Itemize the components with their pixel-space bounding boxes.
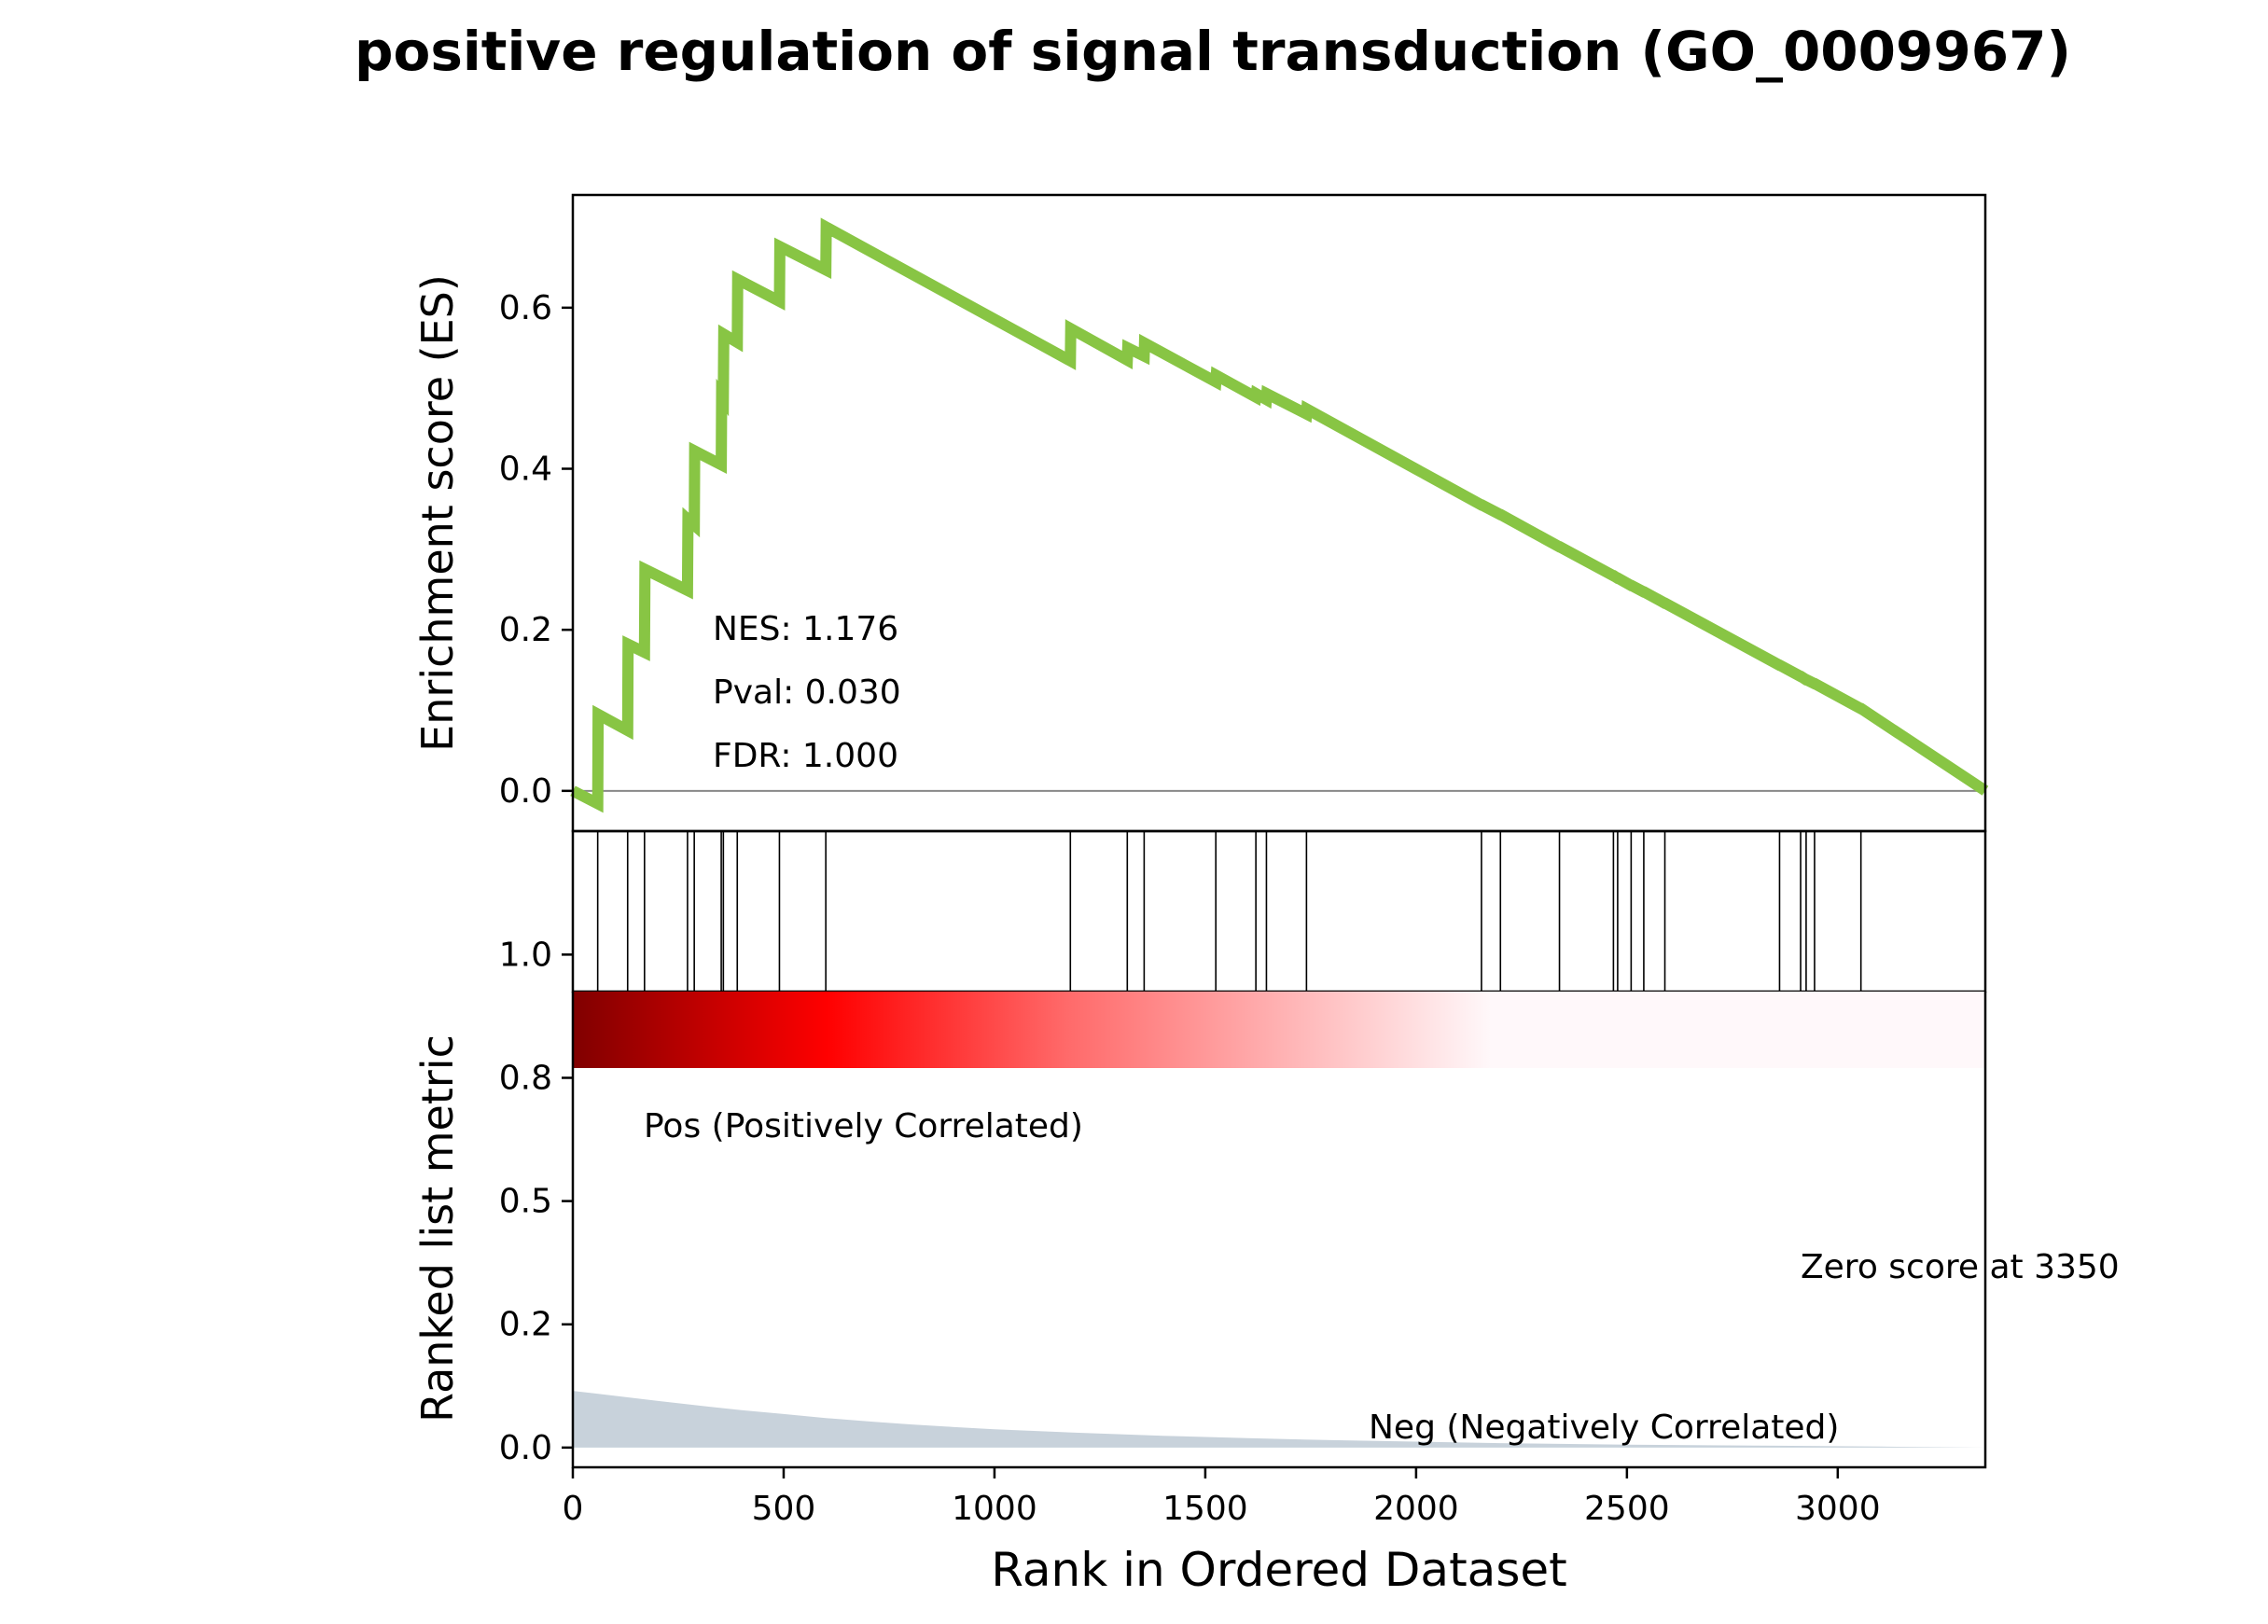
es-curve: [570, 217, 1989, 813]
metric-y-tick-label: 0.5: [499, 1183, 552, 1221]
hits-panel: [571, 829, 1987, 993]
metric-y-tick-label: 0.2: [499, 1306, 552, 1344]
rank-heatmap-bar: [573, 992, 1985, 1068]
x-tick-label: 1500: [1162, 1490, 1248, 1528]
ranked-metric-area: [573, 1391, 1985, 1448]
x-tick-label: 3000: [1795, 1490, 1881, 1528]
es-y-axis-label: Enrichment score (ES): [412, 274, 463, 752]
negative-correlated-label: Neg (Negatively Correlated): [1369, 1409, 1839, 1447]
x-tick-label: 2000: [1373, 1490, 1459, 1528]
x-tick-label: 2500: [1584, 1490, 1670, 1528]
x-axis-ticks: 0 500 1000 1500 2000 2500 3000: [563, 1467, 1881, 1528]
es-y-tick-label: 0.6: [499, 289, 552, 327]
x-tick-label: 0: [563, 1490, 584, 1528]
x-tick-label: 1000: [952, 1490, 1037, 1528]
es-panel: 0.0 0.2 0.4 0.6 NES: 1.176 Pval: 0.030 FDR:…: [412, 193, 1989, 833]
metric-y-axis-label: Ranked list metric: [412, 1034, 463, 1423]
metric-y-tick-label: 0.0: [499, 1429, 552, 1467]
es-y-ticks: 0.0 0.2 0.4 0.6: [499, 289, 573, 811]
metric-y-tick-label: 1.0: [499, 936, 552, 974]
hits-panel-frame: [571, 829, 1987, 993]
hit-lines: [596, 831, 1862, 992]
nes-stat: NES: 1.176: [713, 610, 898, 648]
positive-correlated-label: Pos (Positively Correlated): [644, 1107, 1083, 1145]
pval-stat: Pval: 0.030: [713, 673, 901, 712]
metric-y-ticks: 0.0 0.2 0.5 0.8 1.0: [499, 936, 573, 1467]
metric-y-tick-label: 0.8: [499, 1059, 552, 1097]
zero-score-label: Zero score at 3350: [1801, 1248, 2120, 1286]
es-y-tick-label: 0.4: [499, 451, 552, 489]
metric-panel: 0.0 0.2 0.5 0.8 1.0 Pos (Positively Correlat…: [412, 936, 2120, 1469]
metric-panel-frame: [571, 992, 1987, 1469]
x-tick-label: 500: [752, 1490, 816, 1528]
fdr-stat: FDR: 1.000: [713, 737, 898, 775]
x-axis-label: Rank in Ordered Dataset: [991, 1543, 1566, 1597]
chart-title: positive regulation of signal transducti…: [355, 20, 2071, 83]
es-y-tick-label: 0.2: [499, 611, 552, 649]
es-y-tick-label: 0.0: [499, 772, 552, 811]
